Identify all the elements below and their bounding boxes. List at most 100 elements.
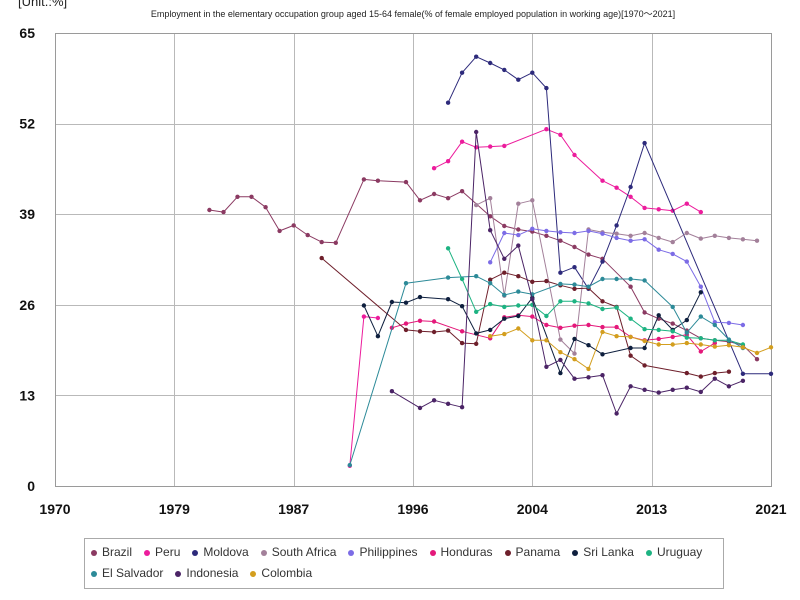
indonesia-point xyxy=(389,389,395,394)
colombia-point xyxy=(656,342,661,347)
unit-label: [Unit.:%] xyxy=(18,0,68,9)
indonesia-point xyxy=(502,256,507,261)
colombia-point xyxy=(614,334,619,339)
honduras-point xyxy=(600,324,605,330)
philippines-point xyxy=(544,228,549,234)
philippines-point xyxy=(642,237,647,242)
y-tick-label: 0 xyxy=(27,478,35,494)
peru-point xyxy=(558,132,563,137)
south-africa-point xyxy=(698,236,703,241)
legend-label: Philippines xyxy=(359,545,418,559)
brazil-point xyxy=(319,239,324,245)
legend-label: Peru xyxy=(155,545,181,559)
uruguay-point xyxy=(698,336,703,341)
x-tick-label: 2021 xyxy=(755,501,786,517)
uruguay-point xyxy=(544,313,549,319)
brazil-point xyxy=(445,196,451,201)
indonesia-point xyxy=(628,384,633,389)
legend-item-sri-lanka[interactable]: Sri Lanka xyxy=(572,542,634,563)
chart-legend: Brazil Peru Moldova South Africa Philippines… xyxy=(84,538,724,589)
moldova-point xyxy=(768,371,774,376)
colombia-point xyxy=(670,342,675,347)
honduras-point xyxy=(544,322,549,328)
legend-item-honduras[interactable]: Honduras xyxy=(429,542,493,563)
uruguay-point xyxy=(502,304,507,310)
uruguay-point xyxy=(684,335,689,340)
sri-lanka-point xyxy=(361,303,367,308)
colombia-point xyxy=(516,326,521,331)
panama-point xyxy=(544,278,549,284)
moldova-point xyxy=(474,54,479,59)
legend-label: South Africa xyxy=(271,545,337,559)
indonesia-point xyxy=(558,357,563,363)
colombia-point xyxy=(586,366,591,372)
legend-item-brazil[interactable]: Brazil xyxy=(91,542,132,563)
legend-item-el-salvador[interactable]: El Salvador xyxy=(91,563,163,584)
peru-point xyxy=(375,315,381,321)
philippines-point xyxy=(558,230,563,235)
legend-item-moldova[interactable]: Moldova xyxy=(192,542,249,563)
series-peru xyxy=(347,127,703,468)
sri-lanka-point xyxy=(600,352,605,357)
x-tick-label: 1970 xyxy=(39,501,70,517)
sri-lanka-point xyxy=(572,336,577,342)
legend-item-indonesia[interactable]: Indonesia xyxy=(175,563,238,584)
series-south-africa xyxy=(474,196,760,356)
legend-marker xyxy=(645,549,652,556)
moldova-point xyxy=(516,77,521,82)
honduras-point xyxy=(403,321,409,326)
colombia-point xyxy=(768,345,774,350)
moldova-point xyxy=(502,67,507,73)
legend-item-peru[interactable]: Peru xyxy=(144,542,180,563)
legend-item-colombia[interactable]: Colombia xyxy=(250,563,312,584)
sri-lanka-point xyxy=(488,327,493,333)
indonesia-point xyxy=(600,373,605,378)
philippines-point xyxy=(684,259,689,264)
south-africa-point xyxy=(670,239,675,245)
moldova-point xyxy=(445,100,451,105)
uruguay-point xyxy=(614,305,619,310)
indonesia-point xyxy=(586,375,591,380)
honduras-point xyxy=(417,318,423,323)
peru-point xyxy=(572,152,577,158)
legend-item-uruguay[interactable]: Uruguay xyxy=(645,542,702,563)
moldova-point xyxy=(642,140,647,146)
south-africa-point xyxy=(712,233,717,238)
plot-series xyxy=(207,54,774,468)
moldova-line xyxy=(447,56,771,375)
indonesia-point xyxy=(614,411,619,416)
x-tick-label: 1987 xyxy=(278,501,309,517)
panama-point xyxy=(474,341,479,346)
indonesia-point xyxy=(684,385,689,390)
el-salvador-point xyxy=(347,462,352,468)
south-africa-point xyxy=(726,235,732,241)
legend-marker xyxy=(572,549,579,556)
brazil-point xyxy=(488,214,493,219)
honduras-point xyxy=(572,323,577,328)
colombia-point xyxy=(558,350,563,355)
el-salvador-point xyxy=(445,275,451,280)
philippines-point xyxy=(586,228,591,234)
series-indonesia xyxy=(389,129,746,416)
panama-point xyxy=(572,286,577,291)
colombia-point xyxy=(628,334,633,340)
indonesia-point xyxy=(488,228,493,233)
brazil-point xyxy=(403,179,409,185)
brazil-point xyxy=(291,223,296,228)
sri-lanka-point xyxy=(375,334,381,339)
south-africa-point xyxy=(530,198,535,203)
legend-item-philippines[interactable]: Philippines xyxy=(348,542,418,563)
brazil-point xyxy=(207,207,212,213)
indonesia-point xyxy=(516,243,521,248)
series-moldova xyxy=(445,54,774,376)
legend-item-panama[interactable]: Panama xyxy=(504,542,560,563)
peru-point xyxy=(488,144,493,149)
moldova-point xyxy=(544,85,549,91)
legend-item-south-africa[interactable]: South Africa xyxy=(260,542,337,563)
honduras-point xyxy=(614,324,619,330)
panama-point xyxy=(319,255,324,261)
panama-point xyxy=(726,369,732,374)
honduras-line xyxy=(391,314,716,352)
brazil-line xyxy=(209,178,758,360)
south-africa-point xyxy=(516,201,521,206)
